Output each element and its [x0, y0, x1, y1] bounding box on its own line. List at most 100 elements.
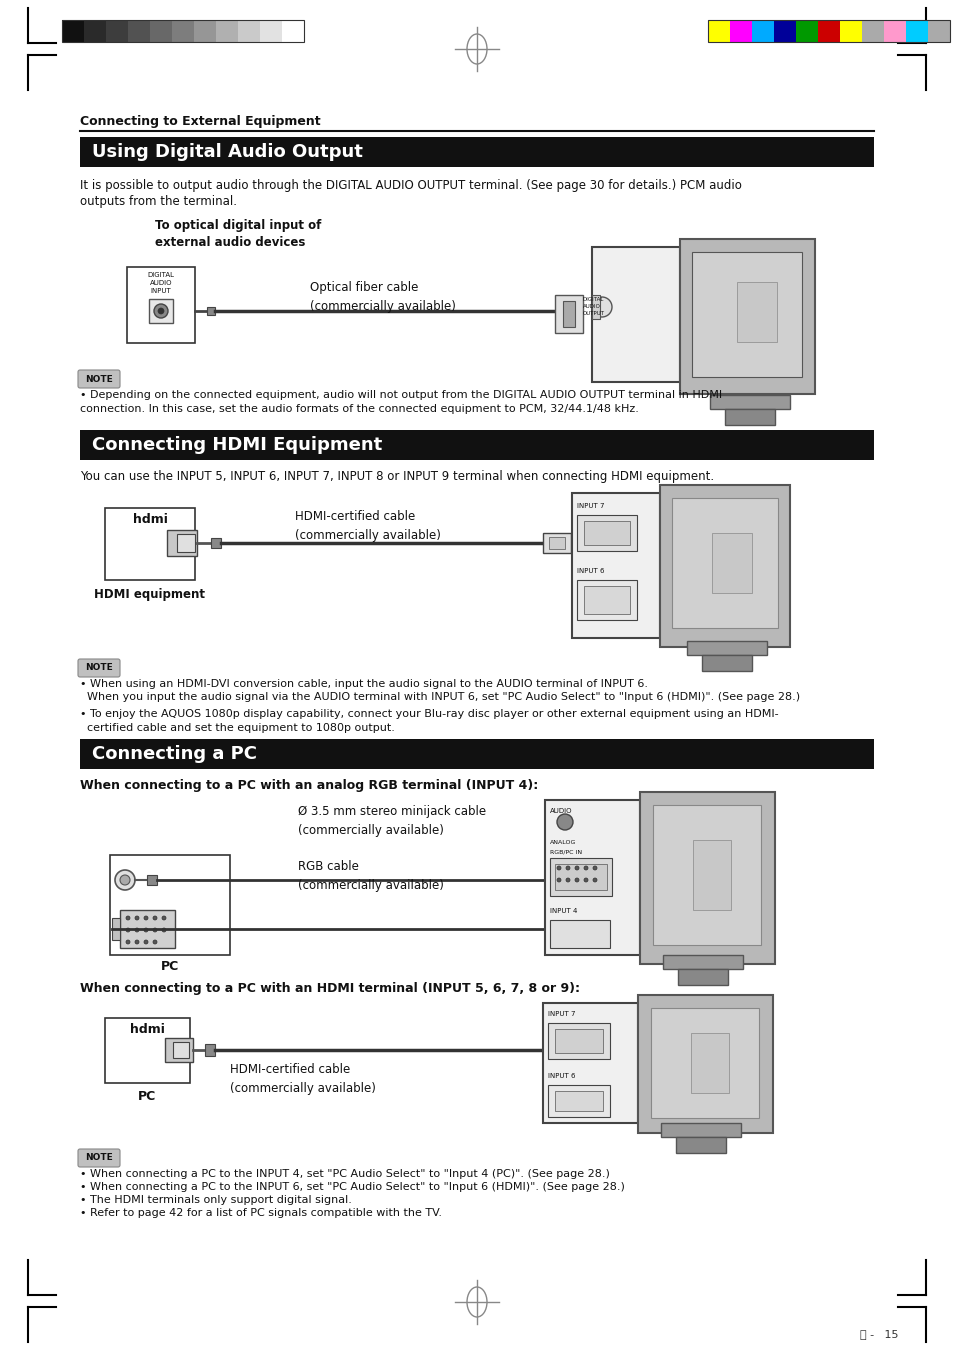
- FancyBboxPatch shape: [78, 659, 120, 676]
- Bar: [555, 1091, 602, 1111]
- Text: NOTE: NOTE: [85, 1153, 112, 1162]
- Text: INPUT 6: INPUT 6: [547, 1073, 575, 1079]
- Bar: [638, 995, 772, 1133]
- Circle shape: [152, 927, 157, 931]
- Circle shape: [583, 878, 587, 882]
- Circle shape: [135, 917, 139, 919]
- Bar: [260, 20, 282, 42]
- Circle shape: [144, 927, 148, 931]
- Bar: [548, 537, 564, 549]
- Circle shape: [565, 878, 569, 882]
- Text: • When using an HDMI-DVI conversion cable, input the audio signal to the AUDIO t: • When using an HDMI-DVI conversion cabl…: [80, 679, 647, 688]
- Bar: [686, 641, 766, 655]
- Circle shape: [152, 917, 157, 919]
- Text: HDMI equipment: HDMI equipment: [94, 589, 205, 601]
- Bar: [120, 910, 174, 948]
- Bar: [165, 1038, 193, 1062]
- Bar: [678, 969, 727, 986]
- Bar: [724, 409, 774, 425]
- Circle shape: [135, 940, 139, 944]
- Text: • When connecting a PC to the INPUT 4, set "PC Audio Select" to "Input 4 (PC)". : • When connecting a PC to the INPUT 4, s…: [80, 1169, 609, 1179]
- Bar: [701, 655, 751, 671]
- Bar: [905, 20, 927, 42]
- Circle shape: [575, 878, 578, 882]
- Bar: [679, 239, 814, 394]
- Text: INPUT 6: INPUT 6: [577, 568, 604, 574]
- Bar: [550, 859, 612, 896]
- Text: ANALOG: ANALOG: [550, 840, 576, 845]
- Bar: [105, 1018, 190, 1083]
- Text: When you input the audio signal via the AUDIO terminal with INPUT 6, set "PC Aud: When you input the audio signal via the …: [80, 693, 800, 702]
- Bar: [177, 535, 194, 552]
- Text: Using Digital Audio Output: Using Digital Audio Output: [91, 143, 362, 161]
- Bar: [80, 136, 873, 167]
- Bar: [660, 1123, 740, 1137]
- Bar: [62, 20, 84, 42]
- Bar: [711, 533, 751, 593]
- Text: HDMI-certified cable
(commercially available): HDMI-certified cable (commercially avail…: [294, 510, 440, 541]
- Text: NOTE: NOTE: [85, 663, 112, 672]
- Circle shape: [126, 940, 130, 944]
- Text: DIGITAL: DIGITAL: [582, 297, 604, 302]
- Bar: [84, 20, 106, 42]
- Bar: [707, 20, 949, 42]
- Circle shape: [162, 927, 166, 931]
- Text: INPUT: INPUT: [151, 288, 172, 294]
- Text: RGB cable
(commercially available): RGB cable (commercially available): [297, 860, 443, 892]
- Bar: [147, 875, 157, 886]
- Circle shape: [115, 869, 135, 890]
- Text: • The HDMI terminals only support digital signal.: • The HDMI terminals only support digita…: [80, 1195, 352, 1206]
- Text: • To enjoy the AQUOS 1080p display capability, connect your Blu-ray disc player : • To enjoy the AQUOS 1080p display capab…: [80, 709, 778, 733]
- FancyBboxPatch shape: [78, 370, 120, 387]
- Bar: [80, 738, 873, 769]
- Text: INPUT 4: INPUT 4: [550, 909, 577, 914]
- Bar: [583, 521, 629, 545]
- Bar: [795, 20, 817, 42]
- Circle shape: [153, 304, 168, 319]
- Text: When connecting to a PC with an HDMI terminal (INPUT 5, 6, 7, 8 or 9):: When connecting to a PC with an HDMI ter…: [80, 981, 579, 995]
- Bar: [690, 1033, 728, 1094]
- Text: PC: PC: [161, 960, 179, 973]
- FancyBboxPatch shape: [78, 1149, 120, 1166]
- Bar: [662, 954, 742, 969]
- Bar: [80, 431, 873, 460]
- Bar: [106, 20, 128, 42]
- Bar: [149, 298, 172, 323]
- Bar: [883, 20, 905, 42]
- Circle shape: [592, 297, 612, 317]
- Bar: [592, 247, 679, 382]
- Circle shape: [593, 865, 597, 869]
- Bar: [737, 282, 776, 342]
- Circle shape: [575, 865, 578, 869]
- Bar: [555, 864, 606, 890]
- Bar: [562, 301, 575, 327]
- Bar: [62, 20, 304, 42]
- Text: NOTE: NOTE: [85, 374, 112, 383]
- Text: PC: PC: [138, 1089, 156, 1103]
- Bar: [729, 20, 751, 42]
- Text: AUDIO: AUDIO: [150, 279, 172, 286]
- Text: • Refer to page 42 for a list of PC signals compatible with the TV.: • Refer to page 42 for a list of PC sign…: [80, 1208, 441, 1218]
- Text: HDMI-certified cable
(commercially available): HDMI-certified cable (commercially avail…: [230, 1062, 375, 1095]
- Bar: [542, 533, 571, 554]
- Bar: [550, 919, 609, 948]
- Bar: [927, 20, 949, 42]
- Bar: [172, 1042, 189, 1058]
- Text: When connecting to a PC with an analog RGB terminal (INPUT 4):: When connecting to a PC with an analog R…: [80, 779, 537, 792]
- Text: Connecting a PC: Connecting a PC: [91, 745, 256, 763]
- Text: hdmi: hdmi: [130, 1023, 164, 1035]
- Text: hdmi: hdmi: [132, 513, 168, 526]
- Text: 15: 15: [873, 1330, 898, 1341]
- Bar: [211, 539, 221, 548]
- Bar: [127, 267, 194, 343]
- Circle shape: [152, 940, 157, 944]
- Text: RGB/PC IN: RGB/PC IN: [550, 849, 581, 855]
- Text: AUDIO: AUDIO: [582, 304, 600, 309]
- Bar: [193, 20, 215, 42]
- Bar: [167, 531, 196, 556]
- Bar: [572, 493, 659, 639]
- Bar: [112, 918, 120, 940]
- Bar: [652, 805, 760, 945]
- Text: You can use the INPUT 5, INPUT 6, INPUT 7, INPUT 8 or INPUT 9 terminal when conn: You can use the INPUT 5, INPUT 6, INPUT …: [80, 470, 714, 483]
- Text: Connecting to External Equipment: Connecting to External Equipment: [80, 115, 320, 128]
